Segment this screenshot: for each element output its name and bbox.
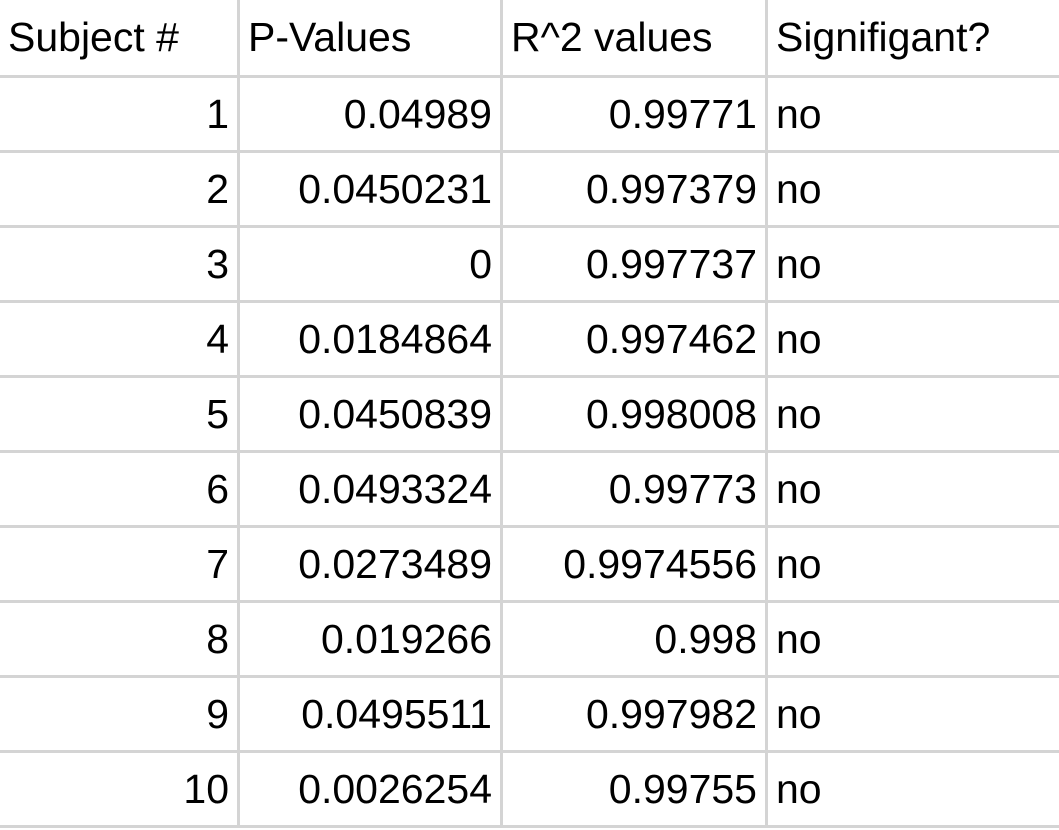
table-cell[interactable]: 0.997982	[503, 678, 768, 753]
header-cell[interactable]: R^2 values	[503, 0, 768, 78]
table-cell[interactable]: 0.0495511	[240, 678, 503, 753]
table-cell[interactable]: 0.0493324	[240, 453, 503, 528]
header-cell[interactable]: Signifigant?	[768, 0, 1059, 78]
table-cell[interactable]: 0.0273489	[240, 528, 503, 603]
table-cell[interactable]: 0.0450839	[240, 378, 503, 453]
table-cell[interactable]: 0.0026254	[240, 753, 503, 828]
table-cell[interactable]: 4	[0, 303, 240, 378]
table-cell[interactable]: no	[768, 603, 1059, 678]
header-cell[interactable]: Subject #	[0, 0, 240, 78]
table-cell[interactable]: 2	[0, 153, 240, 228]
table-cell[interactable]: 0	[240, 228, 503, 303]
table-cell[interactable]: 0.04989	[240, 78, 503, 153]
table-cell[interactable]: 0.9974556	[503, 528, 768, 603]
table-cell[interactable]: 5	[0, 378, 240, 453]
table-cell[interactable]: 9	[0, 678, 240, 753]
table-cell[interactable]: no	[768, 228, 1059, 303]
table-cell[interactable]: no	[768, 303, 1059, 378]
table-cell[interactable]: no	[768, 753, 1059, 828]
table-cell[interactable]: 7	[0, 528, 240, 603]
table-cell[interactable]: 0.998008	[503, 378, 768, 453]
table-cell[interactable]: no	[768, 453, 1059, 528]
table-cell[interactable]: no	[768, 528, 1059, 603]
table-cell[interactable]: 0.0184864	[240, 303, 503, 378]
table-cell[interactable]: 0.997737	[503, 228, 768, 303]
table-cell[interactable]: 0.997379	[503, 153, 768, 228]
table-cell[interactable]: 0.99771	[503, 78, 768, 153]
table-cell[interactable]: 0.0450231	[240, 153, 503, 228]
table-cell[interactable]: 6	[0, 453, 240, 528]
table-cell[interactable]: 8	[0, 603, 240, 678]
table-cell[interactable]: 10	[0, 753, 240, 828]
table-cell[interactable]: 1	[0, 78, 240, 153]
table-cell[interactable]: no	[768, 678, 1059, 753]
table-cell[interactable]: 3	[0, 228, 240, 303]
table-cell[interactable]: 0.998	[503, 603, 768, 678]
table-cell[interactable]: 0.019266	[240, 603, 503, 678]
table-cell[interactable]: no	[768, 78, 1059, 153]
table-cell[interactable]: 0.99755	[503, 753, 768, 828]
header-cell[interactable]: P-Values	[240, 0, 503, 78]
table-cell[interactable]: no	[768, 153, 1059, 228]
table-cell[interactable]: 0.997462	[503, 303, 768, 378]
table-cell[interactable]: 0.99773	[503, 453, 768, 528]
table-cell[interactable]: no	[768, 378, 1059, 453]
